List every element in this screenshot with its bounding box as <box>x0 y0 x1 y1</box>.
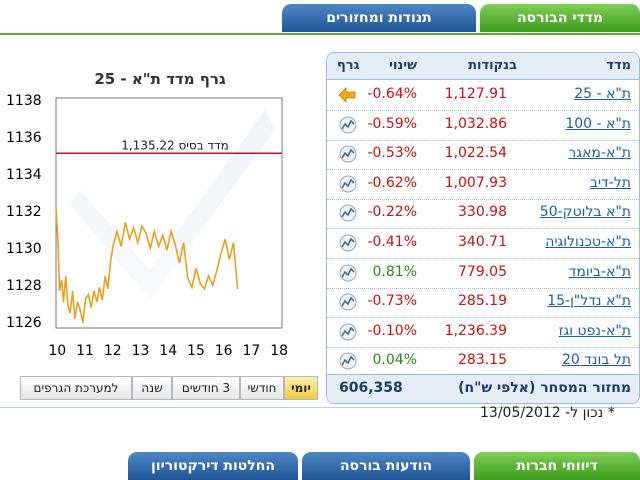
index-change: -0.10% <box>367 322 417 339</box>
index-change: 0.04% <box>372 352 417 369</box>
table-row[interactable]: ת"א-מאגר 1,022.54 -0.53% <box>327 139 639 171</box>
index-points: 1,007.93 <box>444 174 507 191</box>
index-points: 1,127.91 <box>444 86 507 102</box>
index-points: 1,022.54 <box>444 145 507 162</box>
index-name-link[interactable]: תל-דיב <box>589 174 631 191</box>
turnover-label: מחזור המסחר (אלפי ש"ח) <box>458 380 631 396</box>
index-name-link[interactable]: ת"א בלוטק-50 <box>539 204 631 221</box>
header-index: מדד <box>606 58 631 73</box>
x-tick-label: 11 <box>76 343 94 359</box>
index-name-link[interactable]: ת"א-טכנולוגיה <box>545 234 631 250</box>
chart-icon[interactable] <box>339 323 357 341</box>
base-line-label: מדד בסיס 1,135.22 <box>121 138 229 152</box>
tab-company-reports[interactable]: דיווחי חברות <box>474 452 640 480</box>
index-points: 283.15 <box>458 352 507 369</box>
index-table: מדד בנקודות שינוי גרף ת"א - 25 1,127.91 -0… <box>326 52 640 404</box>
chart-icon[interactable] <box>339 116 357 134</box>
chart-icon[interactable] <box>339 145 357 163</box>
chart-icon[interactable] <box>339 352 357 370</box>
series-line <box>55 207 239 323</box>
table-row[interactable]: ת"א - 100 1,032.86 -0.59% <box>327 110 639 141</box>
header-points: בנקודות <box>468 58 517 73</box>
y-tick-label: 1132 <box>6 204 42 220</box>
index-name-link[interactable]: תל בונד 20 <box>561 352 631 369</box>
table-row[interactable]: תל-דיב 1,007.93 -0.62% <box>327 169 639 200</box>
x-tick-label: 13 <box>131 343 150 359</box>
watermark-check-icon <box>70 110 275 300</box>
table-row[interactable]: ת"א נדל"ן-15 285.19 -0.73% <box>327 287 639 319</box>
table-row[interactable]: ת"א בלוטק-50 330.98 -0.22% <box>327 198 639 230</box>
range-monthly-button[interactable]: חודשי <box>240 376 284 400</box>
range-3months-button[interactable]: 3 חודשים <box>172 376 240 400</box>
index-change: -0.41% <box>367 234 417 250</box>
index-change: -0.73% <box>367 293 417 310</box>
chart-icon[interactable] <box>339 264 357 282</box>
x-tick-label: 14 <box>159 343 178 359</box>
arrow-left-icon[interactable] <box>335 86 359 104</box>
index-change: -0.64% <box>367 86 417 102</box>
turnover-value: 606,358 <box>339 380 403 396</box>
x-tick-label: 17 <box>242 343 261 359</box>
main-panel <box>0 33 640 408</box>
index-change: -0.62% <box>367 174 417 191</box>
x-tick-label: 10 <box>48 343 67 359</box>
turnover-row: מחזור המסחר (אלפי ש"ח) 606,358 <box>327 374 639 403</box>
index-name-link[interactable]: ת"א-ביומד <box>568 263 631 280</box>
as-of-date: * נכון ל- 13/05/2012 <box>480 405 615 421</box>
index-name-link[interactable]: ת"א-נפט וגז <box>558 322 631 339</box>
table-header: מדד בנקודות שינוי גרף <box>327 53 639 80</box>
chart-icon[interactable] <box>339 234 357 252</box>
tab-index-exchange[interactable]: מדדי הבורסה <box>480 4 640 32</box>
y-tick-label: 1126 <box>6 315 42 332</box>
x-tick-label: 16 <box>214 343 233 359</box>
y-tick-label: 1136 <box>6 129 42 146</box>
chart-icon[interactable] <box>339 293 357 311</box>
index-name-link[interactable]: ת"א - 25 <box>574 86 631 102</box>
x-tick-label: 12 <box>103 343 122 359</box>
graphs-system-button[interactable]: למערכת הגרפים <box>20 376 132 400</box>
chart-title: גרף מדד ת"א - 25 <box>94 70 226 88</box>
x-tick-label: 18 <box>270 343 289 359</box>
index-name-link[interactable]: ת"א נדל"ן-15 <box>547 293 631 310</box>
index-change: -0.59% <box>367 115 417 132</box>
x-tick-label: 15 <box>187 343 205 359</box>
tab-fluctuations[interactable]: תנודות ומחזורים <box>282 4 476 32</box>
header-graph: גרף <box>337 58 360 73</box>
index-points: 1,032.86 <box>444 115 507 132</box>
index-name-link[interactable]: ת"א-מאגר <box>568 145 631 162</box>
index-points: 285.19 <box>458 293 507 310</box>
y-tick-label: 1128 <box>6 278 42 295</box>
index-points: 779.05 <box>458 263 507 280</box>
range-daily-button[interactable]: יומי <box>284 376 318 400</box>
y-tick-label: 1134 <box>6 166 42 183</box>
table-row[interactable]: ת"א - 25 1,127.91 -0.64% <box>327 80 639 111</box>
tab-board-decisions[interactable]: החלטות דירקטוריון <box>128 452 298 480</box>
table-row[interactable]: תל בונד 20 283.15 0.04% <box>327 346 639 378</box>
index-points: 340.71 <box>458 234 507 250</box>
y-tick-label: 1130 <box>6 241 42 258</box>
index-name-link[interactable]: ת"א - 100 <box>565 115 631 132</box>
tab-exchange-notices[interactable]: הודעות בורסה <box>302 452 470 480</box>
header-change: שינוי <box>389 58 417 73</box>
chart-icon[interactable] <box>339 204 357 222</box>
index-points: 1,236.39 <box>444 322 507 339</box>
table-row[interactable]: ת"א-נפט וגז 1,236.39 -0.10% <box>327 317 639 348</box>
table-row[interactable]: ת"א-ביומד 779.05 0.81% <box>327 258 639 289</box>
index-change: 0.81% <box>372 263 417 280</box>
y-tick-label: 1138 <box>6 92 42 109</box>
index-points: 330.98 <box>458 204 507 221</box>
index-change: -0.53% <box>367 145 417 162</box>
index-change: -0.22% <box>367 204 417 221</box>
table-row[interactable]: ת"א-טכנולוגיה 340.71 -0.41% <box>327 228 639 259</box>
range-year-button[interactable]: שנה <box>132 376 172 400</box>
chart-icon[interactable] <box>339 175 357 193</box>
chart-range-buttons: יומי חודשי 3 חודשים שנה למערכת הגרפים <box>0 376 318 402</box>
